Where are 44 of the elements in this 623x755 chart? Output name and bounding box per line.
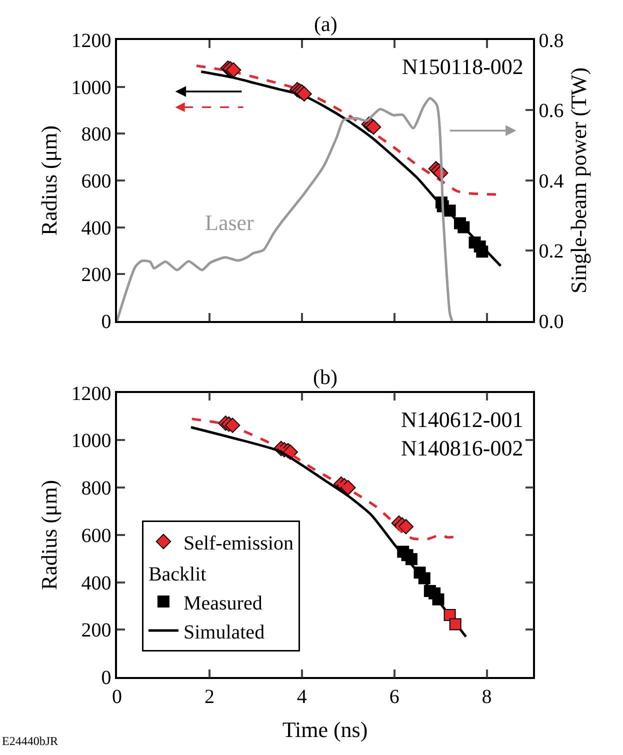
point (458, 221, 470, 234)
y-tick-label: 800 (81, 124, 112, 146)
y2-tick-label: 0.8 (538, 30, 564, 52)
y2-tick-label: 0.0 (538, 310, 564, 333)
y-tick-label: 200 (81, 264, 112, 286)
y-tick-label: 1000 (71, 430, 112, 452)
y-tick-label: 600 (81, 524, 112, 547)
x-tick-label: 4 (296, 686, 307, 708)
legend-label: Measured (183, 592, 262, 614)
point (398, 519, 414, 534)
y-tick-label: 200 (81, 620, 112, 642)
point (226, 62, 242, 78)
y-tick-label: 1200 (71, 30, 112, 52)
series-label: Laser (205, 210, 255, 235)
y-tick-label: 400 (81, 217, 112, 240)
y-tick-label: 800 (81, 478, 112, 500)
point (449, 618, 462, 630)
legend-label: Self-emission (183, 532, 294, 554)
x-tick-label: 6 (389, 686, 400, 708)
y-tick-label: 0 (101, 310, 112, 333)
y2-tick-label: 0.4 (538, 170, 564, 192)
line-series (117, 97, 454, 321)
annotation: N150118-002 (402, 54, 524, 79)
point (476, 246, 488, 258)
y2-tick-label: 0.6 (538, 100, 564, 122)
annotation: N140612-001 N140816-002 (401, 407, 524, 461)
text: E24440bJR (2, 734, 58, 748)
chart-title: (a) (314, 12, 338, 36)
legend-title: Backlit (148, 563, 207, 586)
y2-axis-title: Single-beam power (TW) (566, 67, 592, 294)
y-tick-label: 1000 (71, 76, 112, 99)
legend-label: Simulated (183, 621, 265, 644)
y-tick-label: 600 (81, 170, 112, 192)
y-tick-label: 1200 (71, 382, 112, 405)
x-tick-label: 8 (482, 686, 492, 708)
point (444, 204, 456, 217)
y-axis-title: Radius (μm) (36, 125, 62, 236)
y-tick-label: 0 (101, 667, 112, 689)
y-tick-label: 400 (81, 572, 112, 594)
y-axis-title: Radius (μm) (36, 480, 62, 590)
chart-title: (b) (313, 365, 338, 389)
x-tick-label: 2 (204, 686, 214, 708)
x-axis-title: Time (ns) (282, 717, 368, 742)
y2-tick-label: 0.2 (538, 240, 564, 263)
